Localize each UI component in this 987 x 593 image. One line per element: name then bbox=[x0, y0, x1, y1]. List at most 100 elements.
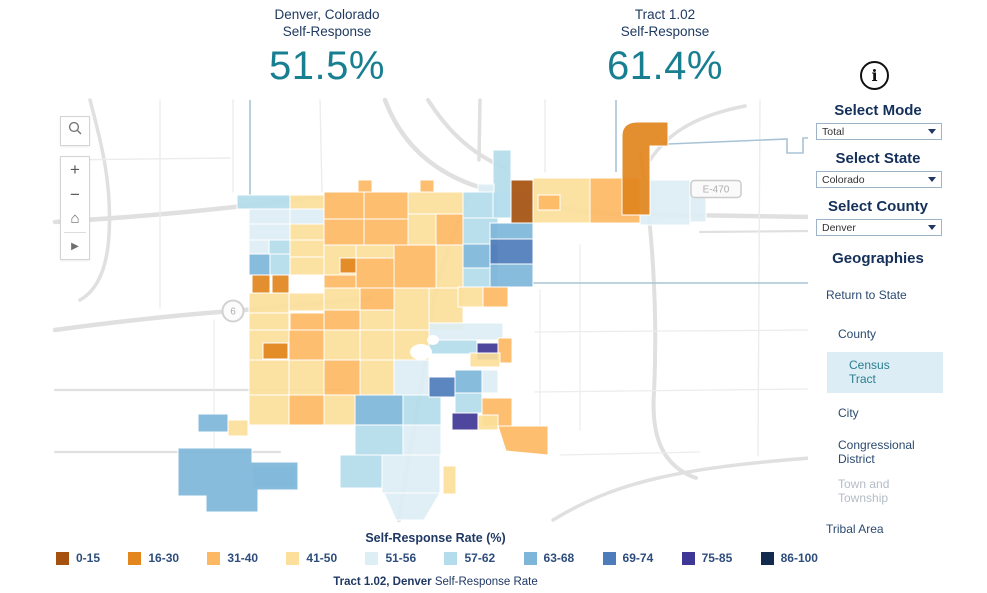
zoom-in-button[interactable]: + bbox=[60, 157, 90, 182]
census-tract-shape[interactable] bbox=[469, 352, 501, 368]
census-tract-shape[interactable] bbox=[323, 394, 356, 426]
legend-item-0-15[interactable]: 0-15 bbox=[56, 551, 100, 565]
geo-return-to-state[interactable]: Return to State bbox=[826, 288, 907, 302]
census-tract-shape[interactable] bbox=[477, 183, 495, 193]
census-tract-shape[interactable] bbox=[383, 492, 441, 521]
census-tract-shape[interactable] bbox=[354, 394, 404, 426]
census-tract-shape[interactable] bbox=[435, 213, 464, 246]
census-tract-shape[interactable] bbox=[323, 309, 361, 331]
census-tract-shape[interactable] bbox=[289, 312, 325, 331]
census-tract-shape[interactable] bbox=[435, 244, 464, 289]
census-tract-shape[interactable] bbox=[457, 286, 484, 308]
census-tract-shape[interactable] bbox=[489, 263, 534, 288]
legend-item-57-62[interactable]: 57-62 bbox=[444, 551, 495, 565]
state-dropdown[interactable]: Colorado bbox=[816, 171, 942, 188]
map-search-button[interactable] bbox=[60, 116, 90, 146]
census-tract-shape[interactable] bbox=[621, 121, 669, 216]
census-tract-shape[interactable] bbox=[323, 359, 361, 396]
census-tract-shape[interactable] bbox=[289, 194, 325, 210]
geo-tribal-area[interactable]: Tribal Area bbox=[826, 522, 884, 536]
home-button[interactable]: ⌂ bbox=[60, 207, 90, 232]
zoom-out-button[interactable]: − bbox=[60, 182, 90, 207]
census-tract-shape[interactable] bbox=[497, 425, 549, 456]
legend-item-31-40[interactable]: 31-40 bbox=[207, 551, 258, 565]
census-tract-shape[interactable] bbox=[248, 253, 271, 276]
census-tract-shape[interactable] bbox=[289, 239, 325, 258]
census-tract-shape[interactable] bbox=[248, 239, 270, 255]
census-tract-shape[interactable] bbox=[363, 218, 409, 246]
census-tract-shape[interactable] bbox=[359, 359, 395, 396]
census-tract-shape[interactable] bbox=[248, 292, 290, 314]
census-tract-shape[interactable] bbox=[532, 177, 591, 224]
census-tract-shape[interactable] bbox=[482, 286, 509, 308]
census-tract-shape[interactable] bbox=[537, 194, 561, 211]
geo-county[interactable]: County bbox=[838, 327, 877, 341]
census-tract-shape[interactable] bbox=[248, 394, 290, 426]
census-tract-shape[interactable] bbox=[497, 337, 513, 364]
census-tract-shape[interactable] bbox=[323, 329, 361, 361]
census-tract-shape[interactable] bbox=[197, 413, 229, 433]
census-tract-shape[interactable] bbox=[363, 191, 409, 220]
census-tract-shape[interactable] bbox=[271, 274, 290, 294]
census-tract-shape[interactable] bbox=[359, 309, 395, 331]
census-tract-shape[interactable] bbox=[288, 394, 325, 426]
census-tract-shape[interactable] bbox=[489, 238, 534, 265]
legend-item-41-50[interactable]: 41-50 bbox=[286, 551, 337, 565]
legend-item-51-56[interactable]: 51-56 bbox=[365, 551, 416, 565]
geo-city[interactable]: City bbox=[838, 406, 859, 420]
census-tract-shape[interactable] bbox=[288, 359, 325, 396]
census-tract-shape[interactable] bbox=[419, 179, 435, 193]
census-tract-shape[interactable] bbox=[355, 244, 395, 259]
info-button[interactable]: i bbox=[860, 61, 889, 90]
census-tract-shape[interactable] bbox=[323, 218, 365, 246]
census-tract-shape[interactable] bbox=[248, 223, 291, 241]
census-tract-shape[interactable] bbox=[454, 369, 483, 394]
census-tract-shape[interactable] bbox=[381, 454, 441, 494]
census-tract-shape[interactable] bbox=[269, 253, 291, 276]
census-tract-shape[interactable] bbox=[359, 287, 395, 311]
census-tract-shape[interactable] bbox=[339, 257, 357, 274]
census-tract-shape[interactable] bbox=[236, 194, 291, 210]
census-tract-shape[interactable] bbox=[339, 454, 383, 489]
census-tract-shape[interactable] bbox=[289, 208, 325, 225]
census-tract-shape[interactable] bbox=[510, 179, 534, 224]
census-tract-shape[interactable] bbox=[402, 424, 442, 456]
census-tract-shape[interactable] bbox=[407, 191, 464, 215]
census-tract-shape[interactable] bbox=[227, 419, 249, 437]
census-tract-shape[interactable] bbox=[289, 256, 325, 276]
census-tract-shape[interactable] bbox=[323, 274, 357, 289]
census-tract-shape[interactable] bbox=[288, 329, 325, 361]
census-tract-shape[interactable] bbox=[492, 149, 512, 219]
census-tract-shape[interactable] bbox=[262, 342, 289, 360]
census-tract-shape[interactable] bbox=[393, 287, 430, 331]
legend-item-86-100[interactable]: 86-100 bbox=[760, 551, 818, 565]
census-tract-shape[interactable] bbox=[489, 222, 534, 240]
census-tract-shape[interactable] bbox=[402, 394, 442, 426]
geo-census-tract-selected[interactable]: Census Tract bbox=[849, 358, 890, 386]
census-tract-shape[interactable] bbox=[357, 179, 373, 193]
legend-item-69-74[interactable]: 69-74 bbox=[602, 551, 653, 565]
census-tract-shape[interactable] bbox=[355, 257, 395, 289]
census-tract-shape[interactable] bbox=[481, 369, 499, 394]
census-tract-shape[interactable] bbox=[451, 412, 479, 431]
census-tract-shape[interactable] bbox=[454, 392, 483, 414]
census-tract-shape[interactable] bbox=[288, 292, 325, 312]
county-dropdown[interactable]: Denver bbox=[816, 219, 942, 236]
census-tract-shape[interactable] bbox=[477, 414, 499, 431]
legend-item-16-30[interactable]: 16-30 bbox=[128, 551, 179, 565]
census-tract-shape[interactable] bbox=[323, 191, 365, 220]
census-tract-shape[interactable] bbox=[248, 208, 291, 225]
census-tract-shape[interactable] bbox=[428, 322, 504, 341]
census-tract-shape[interactable] bbox=[393, 359, 430, 396]
census-tract-shape[interactable] bbox=[428, 376, 456, 398]
census-tract-shape[interactable] bbox=[289, 223, 325, 241]
census-tract-shape[interactable] bbox=[442, 465, 457, 495]
census-tract-shape[interactable] bbox=[354, 424, 404, 456]
census-tract-shape[interactable] bbox=[393, 244, 437, 289]
pan-tools-button[interactable]: ▶ bbox=[60, 234, 90, 259]
census-tract-shape[interactable] bbox=[248, 359, 290, 396]
census-tract-shape[interactable] bbox=[323, 287, 361, 311]
mode-dropdown[interactable]: Total bbox=[816, 123, 942, 140]
census-tract-shape[interactable] bbox=[251, 274, 271, 294]
legend-item-63-68[interactable]: 63-68 bbox=[523, 551, 574, 565]
